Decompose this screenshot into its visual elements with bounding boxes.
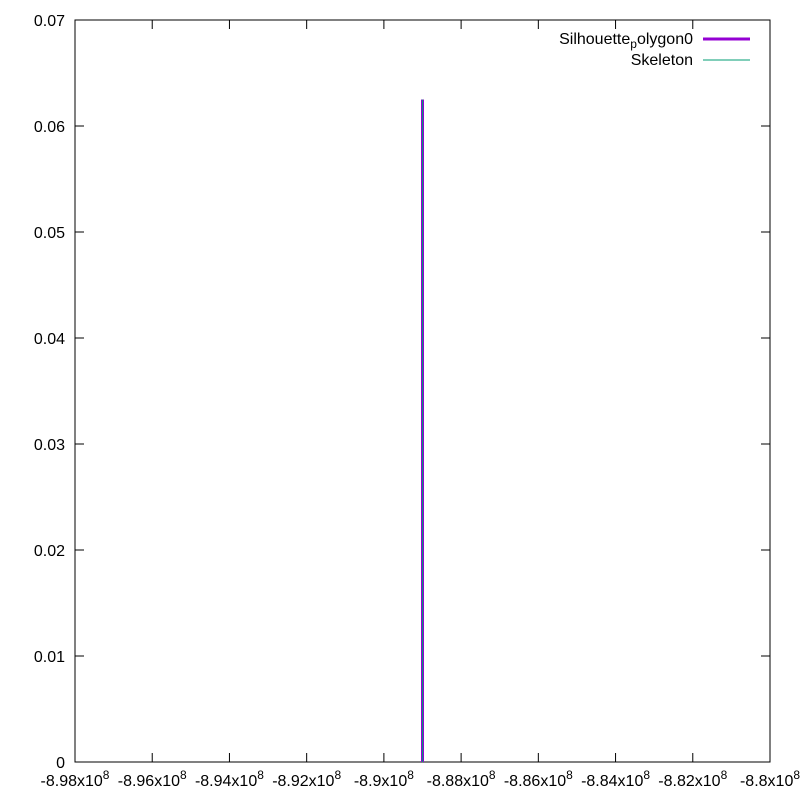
- x-tick-mantissa: -8.9: [354, 773, 382, 790]
- y-tick-label: 0: [56, 755, 65, 772]
- x-tick-exponent: 8: [721, 768, 728, 782]
- legend-label-rest: olygon0: [637, 31, 693, 48]
- x-tick-mantissa: -8.86: [504, 773, 541, 790]
- x-tick-times: x10: [77, 773, 103, 790]
- y-tick-label: 0.02: [34, 543, 65, 560]
- x-tick-label: -8.94x108: [195, 768, 264, 790]
- y-tick-label: 0.05: [34, 225, 65, 242]
- legend-entry-label: Skeleton: [631, 52, 693, 69]
- y-tick-label: 0.06: [34, 119, 65, 136]
- x-tick-times: x10: [768, 773, 794, 790]
- x-tick-exponent: 8: [793, 768, 800, 782]
- x-tick-mantissa: -8.92: [272, 773, 309, 790]
- legend-label-base: Silhouette: [559, 31, 630, 48]
- x-tick-times: x10: [309, 773, 335, 790]
- x-tick-times: x10: [695, 773, 721, 790]
- x-tick-mantissa: -8.82: [658, 773, 695, 790]
- x-tick-exponent: 8: [566, 768, 573, 782]
- x-tick-label: -8.86x108: [504, 768, 573, 790]
- x-tick-mantissa: -8.94: [195, 773, 232, 790]
- x-tick-exponent: 8: [334, 768, 341, 782]
- x-tick-mantissa: -8.96: [118, 773, 155, 790]
- x-tick-label: -8.82x108: [658, 768, 727, 790]
- x-tick-label: -8.8x108: [740, 768, 800, 790]
- x-tick-label: -8.9x108: [354, 768, 414, 790]
- x-tick-times: x10: [540, 773, 566, 790]
- legend-entry-label: Silhouettepolygon0: [559, 31, 693, 51]
- legend-label-subscript: p: [630, 37, 637, 51]
- x-tick-exponent: 8: [489, 768, 496, 782]
- y-axis: 0 0.01 0.02 0.03 0.04 0.05 0.06 0.07: [34, 13, 770, 772]
- x-tick-exponent: 8: [407, 768, 414, 782]
- y-tick-label: 0.03: [34, 437, 65, 454]
- x-tick-times: x10: [381, 773, 407, 790]
- x-tick-label: -8.98x108: [41, 768, 110, 790]
- legend-label-base: Skeleton: [631, 52, 693, 69]
- x-tick-times: x10: [463, 773, 489, 790]
- x-tick-exponent: 8: [103, 768, 110, 782]
- x-tick-label: -8.96x108: [118, 768, 187, 790]
- x-tick-times: x10: [231, 773, 257, 790]
- x-tick-exponent: 8: [180, 768, 187, 782]
- x-tick-mantissa: -8.98: [41, 773, 78, 790]
- x-tick-times: x10: [154, 773, 180, 790]
- x-tick-label: -8.92x108: [272, 768, 341, 790]
- x-tick-mantissa: -8.84: [581, 773, 618, 790]
- x-tick-mantissa: -8.88: [427, 773, 464, 790]
- x-tick-exponent: 8: [257, 768, 264, 782]
- x-axis: -8.98x108 -8.96x108 -8.94x108 -8.92x108 -8.9…: [41, 20, 800, 790]
- x-tick-label: -8.84x108: [581, 768, 650, 790]
- x-tick-times: x10: [618, 773, 644, 790]
- y-tick-label: 0.01: [34, 649, 65, 666]
- x-tick-mantissa: -8.8: [740, 773, 768, 790]
- y-tick-label: 0.04: [34, 331, 65, 348]
- y-tick-label: 0.07: [34, 13, 65, 30]
- x-tick-exponent: 8: [643, 768, 650, 782]
- x-tick-label: -8.88x108: [427, 768, 496, 790]
